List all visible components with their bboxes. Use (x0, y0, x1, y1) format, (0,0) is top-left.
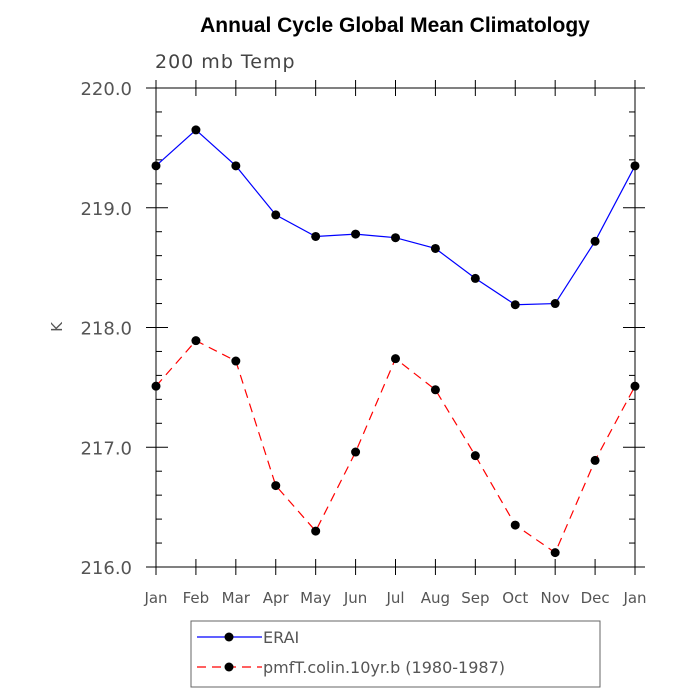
y-axis-label: K (48, 321, 66, 332)
data-point (430, 385, 440, 395)
x-tick-label: Feb (183, 589, 210, 607)
data-point (430, 243, 440, 253)
x-tick-label: Aug (421, 589, 450, 607)
data-point (231, 161, 241, 171)
legend-box (190, 620, 601, 688)
data-point (590, 455, 600, 465)
data-point (630, 381, 640, 391)
chart-subtitle: 200 mb Temp (155, 51, 296, 73)
data-point (630, 161, 640, 171)
x-tick-label: Jan (143, 589, 167, 607)
data-point (191, 336, 201, 346)
data-point (351, 229, 361, 239)
data-point (470, 451, 480, 461)
data-point (550, 548, 560, 558)
x-tick-label: Sep (461, 589, 489, 607)
x-tick-label: Jul (385, 589, 404, 607)
data-point (151, 161, 161, 171)
y-tick-label: 220.0 (80, 79, 132, 100)
x-axis: Jan Feb Mar Apr May Jun Jul Aug Sep Oct Nov Dec Jan (143, 80, 647, 607)
data-point (191, 125, 201, 135)
legend-label: ERAI (263, 628, 299, 647)
legend-marker (224, 632, 234, 642)
data-point (590, 236, 600, 246)
legend: ERAI pmfT.colin.10yr.b (1980-1987) (190, 620, 601, 688)
y-tick-label: 219.0 (80, 199, 132, 220)
data-point (470, 273, 480, 283)
x-tick-label: May (300, 589, 331, 607)
x-tick-label: Oct (502, 589, 528, 607)
data-point (271, 210, 281, 220)
legend-label: pmfT.colin.10yr.b (1980-1987) (263, 658, 505, 677)
data-point (351, 447, 361, 457)
series-line (155, 339, 636, 554)
data-point (391, 233, 400, 243)
y-tick-label: 216.0 (80, 558, 132, 579)
data-point (311, 526, 321, 536)
chart-title: Annual Cycle Global Mean Climatology (200, 14, 590, 37)
data-point (391, 354, 400, 364)
y-tick-label: 218.0 (80, 319, 132, 340)
data-point (151, 381, 161, 391)
x-tick-label: Dec (581, 589, 610, 607)
plot-frame (155, 87, 636, 568)
legend-marker (224, 662, 234, 672)
data-point (510, 520, 520, 530)
data-point (510, 300, 520, 310)
series-layer (151, 125, 640, 558)
y-tick-label: 217.0 (80, 438, 132, 459)
data-point (271, 481, 281, 491)
x-tick-label: Jun (343, 589, 367, 607)
data-point (231, 356, 241, 366)
x-tick-label: Nov (541, 589, 570, 607)
data-point (550, 299, 560, 309)
y-axis: 216.0 217.0 218.0 219.0 220.0 (80, 79, 645, 579)
x-tick-label: Apr (263, 589, 290, 607)
x-tick-label: Jan (622, 589, 646, 607)
data-point (311, 231, 321, 241)
series-line (155, 129, 636, 306)
x-tick-label: Mar (222, 589, 251, 607)
